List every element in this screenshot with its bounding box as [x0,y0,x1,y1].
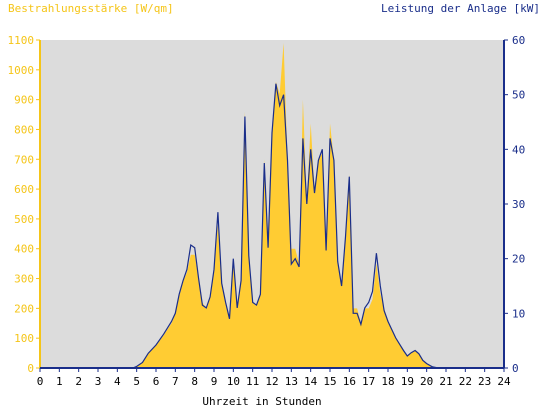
left-tick-label: 200 [14,302,34,315]
x-tick-label: 18 [381,375,394,388]
x-tick-label: 5 [133,375,140,388]
x-tick-label: 23 [478,375,491,388]
x-axis-title: Uhrzeit in Stunden [202,395,321,408]
ticks-layer: 0100200300400500600700800900100011000102… [8,34,526,388]
x-tick-label: 15 [323,375,336,388]
right-tick-label: 0 [512,362,519,375]
x-tick-label: 3 [95,375,102,388]
x-tick-label: 19 [401,375,414,388]
x-tick-label: 2 [75,375,82,388]
right-tick-label: 40 [512,143,525,156]
right-tick-label: 20 [512,253,525,266]
x-tick-label: 4 [114,375,121,388]
x-tick-label: 20 [420,375,433,388]
right-axis-title: Leistung der Anlage [kW] [381,2,540,15]
left-tick-label: 0 [27,362,34,375]
x-tick-label: 22 [459,375,472,388]
x-tick-label: 9 [211,375,218,388]
series-layer [40,43,504,369]
left-axis-title: Bestrahlungsstärke [W/qm] [8,2,174,15]
x-tick-label: 11 [246,375,259,388]
x-tick-label: 6 [153,375,160,388]
power-line [40,83,504,369]
x-tick-label: 16 [343,375,356,388]
x-tick-label: 1 [56,375,63,388]
right-tick-label: 50 [512,89,525,102]
left-tick-label: 800 [14,123,34,136]
x-tick-label: 24 [497,375,511,388]
x-tick-label: 21 [439,375,452,388]
right-tick-label: 10 [512,307,525,320]
x-tick-label: 14 [304,375,318,388]
x-tick-label: 0 [37,375,44,388]
left-tick-label: 900 [14,94,34,107]
left-tick-label: 600 [14,183,34,196]
left-tick-label: 300 [14,273,34,286]
irradiance-area [40,43,504,368]
x-tick-label: 7 [172,375,179,388]
x-tick-label: 13 [285,375,298,388]
x-tick-label: 17 [362,375,375,388]
left-tick-label: 100 [14,332,34,345]
right-tick-label: 30 [512,198,525,211]
left-tick-label: 1000 [8,64,35,77]
left-tick-label: 700 [14,153,34,166]
x-tick-label: 10 [227,375,240,388]
left-tick-label: 500 [14,213,34,226]
x-tick-label: 12 [265,375,278,388]
right-tick-label: 60 [512,34,525,47]
x-tick-label: 8 [191,375,198,388]
left-tick-label: 400 [14,243,34,256]
left-tick-label: 1100 [8,34,35,47]
